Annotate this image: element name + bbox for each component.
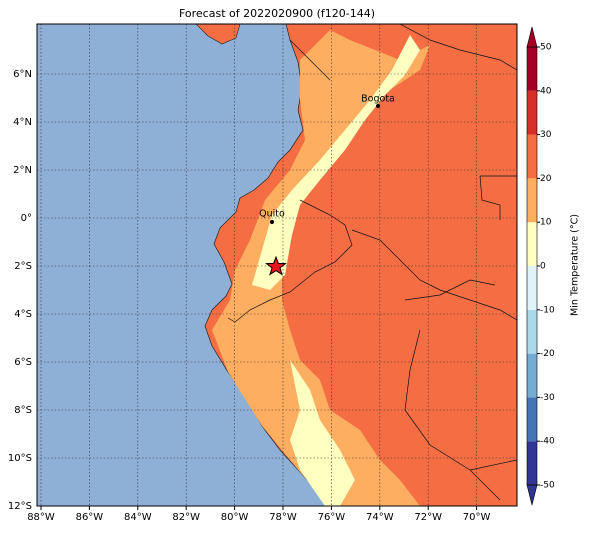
lat-tick-label: 10°S: [8, 453, 32, 464]
contour-20-30: [212, 30, 430, 506]
colorbar-segment: [527, 47, 537, 91]
lon-tick-label: 80°W: [221, 512, 249, 523]
city-dot: [270, 220, 274, 224]
colorbar: -50 -40 -30 -20 -10 0 10 20 30 40 50: [526, 26, 555, 506]
colorbar-tick-label: 50: [540, 43, 552, 53]
title: Forecast of 2022020900 (f120-144): [179, 7, 375, 20]
lon-tick-label: 86°W: [76, 512, 104, 523]
map: Bogota Quito: [37, 24, 517, 506]
lat-tick-label: 0°: [21, 213, 32, 224]
colorbar-tick-label: -40: [540, 437, 555, 447]
borders: [227, 24, 517, 501]
colorbar-extend: [526, 484, 538, 506]
colorbar-tick-label: 40: [540, 86, 552, 96]
colorbar-tick-label: 30: [540, 130, 552, 140]
lat-tick-label: 6°S: [14, 357, 32, 368]
colorbar-segment: [527, 222, 537, 266]
lon-tick-label: 88°W: [27, 512, 55, 523]
colorbar-segment: [527, 309, 537, 354]
colorbar-segment: [527, 266, 537, 310]
lat-tick-label: 4°N: [13, 117, 32, 128]
contour-10-20: [252, 35, 420, 290]
lon-tick-label: 72°W: [414, 512, 442, 523]
lat-tick-label: 4°S: [14, 309, 32, 320]
lon-tick-label: 82°W: [172, 512, 200, 523]
lon-tick-label: 78°W: [269, 512, 297, 523]
central-america: [195, 24, 241, 45]
map-frame: [36, 23, 518, 507]
colorbar-extend: [526, 26, 538, 48]
colorbar-tick-label: -30: [540, 393, 555, 403]
contour-10-20-south: [290, 360, 355, 506]
colorbar-segment: [527, 441, 537, 485]
colorbar-tick-label: 20: [540, 174, 552, 184]
colorbar-tick-label: 10: [540, 218, 552, 228]
city-label: Quito: [259, 209, 285, 220]
lat-tick-label: 2°S: [14, 261, 32, 272]
city-dot: [376, 104, 380, 108]
colorbar-tick-label: -10: [540, 305, 555, 315]
lat-tick-label: 8°S: [14, 405, 32, 416]
lat-tick-label: 2°N: [13, 165, 32, 176]
colorbar-segment: [527, 90, 537, 135]
lon-tick-label: 70°W: [463, 512, 491, 523]
lon-tick-label: 74°W: [366, 512, 394, 523]
lat-tick-label: 12°S: [8, 501, 32, 512]
lon-tick-label: 84°W: [124, 512, 152, 523]
colorbar-segment: [527, 397, 537, 442]
colorbar-segment: [527, 134, 537, 179]
colorbar-segment: [527, 178, 537, 223]
colorbar-segment: [527, 353, 537, 398]
colorbar-tick-label: 0: [540, 262, 546, 272]
colorbar-label: Min Temperature (°C): [570, 214, 581, 316]
lon-tick-label: 76°W: [318, 512, 346, 523]
star-marker: [265, 255, 287, 276]
colorbar-tick-label: -50: [540, 481, 555, 491]
colorbar-tick-label: -20: [540, 349, 555, 359]
graticule: [37, 24, 517, 506]
city-label: Bogota: [361, 94, 395, 105]
lat-tick-label: 6°N: [13, 69, 32, 80]
